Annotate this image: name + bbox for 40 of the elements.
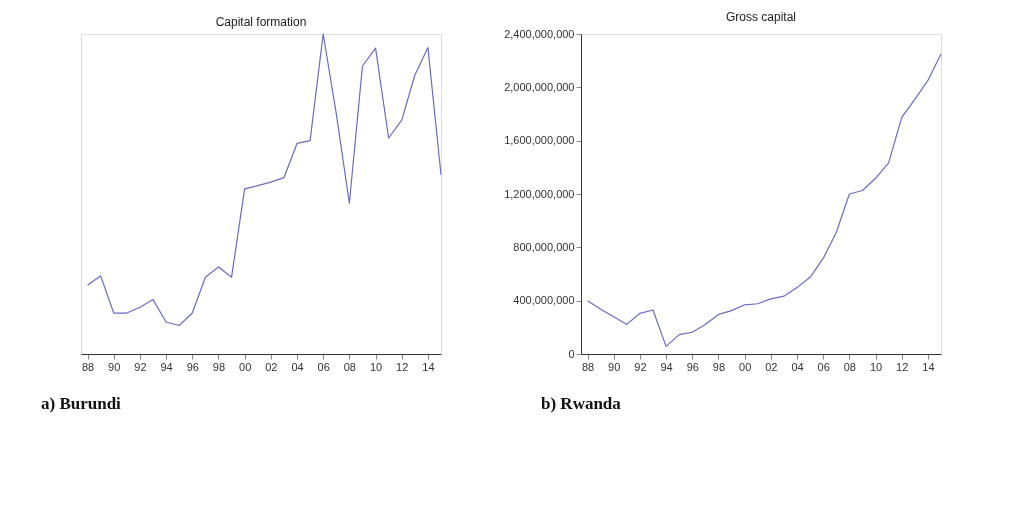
x-tick-label: 94 — [660, 360, 673, 373]
x-tick-label: 02 — [765, 360, 778, 373]
x-tick-label: 10 — [869, 360, 883, 373]
x-tick-label: 14 — [422, 360, 435, 373]
x-tick-label: 14 — [922, 360, 935, 373]
y-tick-label: 2,000,000,000 — [504, 80, 575, 93]
chart-title: Gross capital — [725, 10, 797, 24]
line-series — [586, 53, 942, 347]
x-tick-label: 92 — [634, 360, 647, 373]
text: a) Burundi — [41, 394, 122, 413]
x-tick-label: 90 — [108, 360, 121, 373]
y-tick-label: 1,600,000,000 — [504, 134, 575, 147]
x-tick-label: 94 — [160, 360, 173, 373]
x-tick-label: 02 — [265, 360, 278, 373]
y-tick-label: 0 — [568, 347, 575, 360]
x-tick-label: 96 — [186, 360, 199, 373]
text: b) Rwanda — [541, 394, 622, 413]
x-tick-label: 88 — [581, 360, 595, 373]
x-tick-label: 06 — [317, 360, 330, 373]
chart-title: Capital formation — [215, 15, 307, 30]
x-tick-label: 10 — [369, 360, 383, 373]
x-tick-label: 96 — [686, 360, 699, 373]
x-tick-label: 12 — [896, 360, 909, 373]
y-tick-label: 400,000,000 — [513, 294, 575, 307]
x-tick-label: 92 — [134, 360, 147, 373]
x-tick-label: 08 — [843, 360, 856, 373]
x-tick-label: 98 — [212, 360, 226, 373]
x-tick-label: 08 — [343, 360, 356, 373]
x-tick-label: 04 — [291, 360, 304, 373]
y-tick-label: 800,000,000 — [513, 240, 575, 253]
x-tick-label: 00 — [739, 360, 752, 373]
y-tick-label: 2,400,000,000 — [504, 27, 575, 40]
x-tick-label: 04 — [791, 360, 804, 373]
x-tick-label: 12 — [396, 360, 409, 373]
x-tick-label: 06 — [817, 360, 830, 373]
y-tick-label: 1,200,000,000 — [504, 187, 575, 200]
x-tick-label: 98 — [712, 360, 726, 373]
x-tick-label: 90 — [608, 360, 621, 373]
x-tick-label: 88 — [81, 360, 95, 373]
x-tick-label: 00 — [239, 360, 252, 373]
